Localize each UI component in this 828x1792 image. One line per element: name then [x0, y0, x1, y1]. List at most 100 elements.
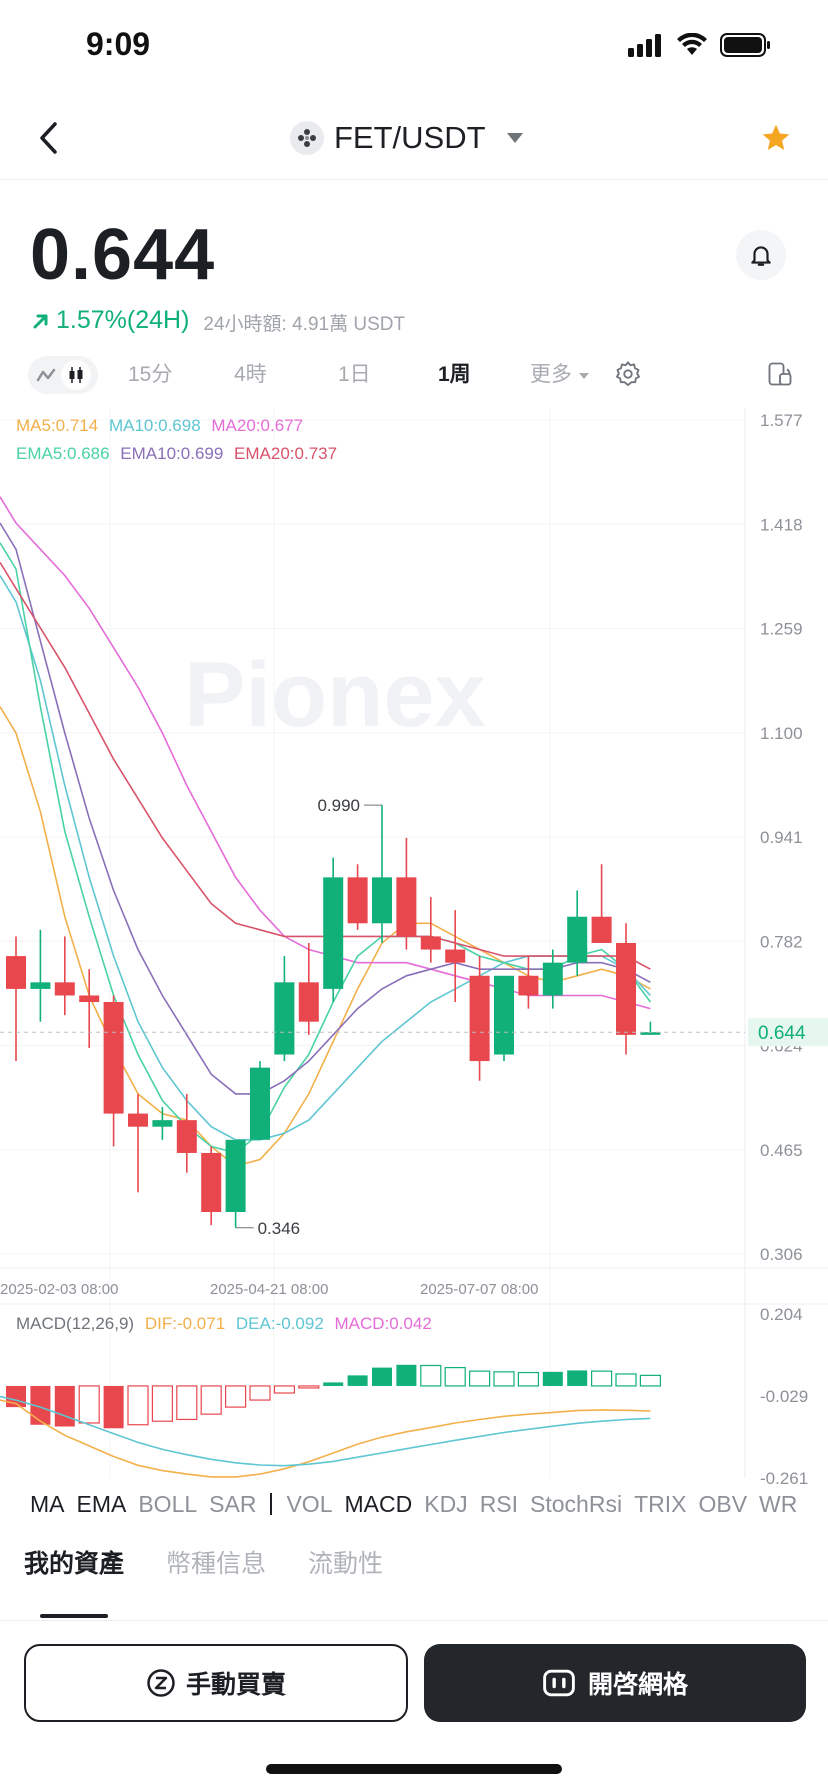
indicator-bar: MA EMA BOLL SAR VOL MACD KDJ RSI StochRs… — [0, 1484, 828, 1524]
price-chart[interactable]: Pionex 1.577 1.418 1.259 1.100 0.941 0.782 0.6… — [0, 408, 828, 1488]
x-tick-label: 2025-04-21 08:00 — [210, 1281, 328, 1298]
macd-y-tick-label: 0.204 — [760, 1305, 803, 1324]
candle-body — [347, 877, 368, 924]
price-change-row: 1.57%(24H) 24小時額: 4.91萬 USDT — [32, 306, 405, 336]
high-label: 0.990 — [317, 796, 360, 815]
candle-body — [298, 982, 319, 1022]
volume-24h: 24小時額: 4.91萬 USDT — [203, 313, 406, 335]
candle-body — [445, 949, 466, 963]
x-tick-label: 2025-07-07 08:00 — [420, 1281, 538, 1298]
indicator-macd[interactable]: MACD — [344, 1490, 413, 1517]
indicator-boll[interactable]: BOLL — [138, 1490, 198, 1517]
indicator-divider — [270, 1493, 273, 1515]
indicator-sar[interactable]: SAR — [209, 1490, 257, 1517]
tab-more[interactable]: 更多 — [530, 358, 590, 388]
interval-tabs: 15分 4時 1日 1周 更多 — [28, 352, 808, 398]
favorite-button[interactable] — [754, 116, 798, 160]
dropdown-caret-icon — [506, 133, 523, 143]
last-price: 0.644 — [30, 215, 216, 295]
arrow-up-right-icon — [33, 314, 48, 328]
series-line-ma5 — [0, 706, 651, 1167]
legend-ma10: MA10:0.698 — [108, 416, 201, 435]
asset-tabs: 我的資產 幣種信息 流動性 — [24, 1544, 384, 1618]
macd-bar — [396, 1364, 417, 1386]
tab-1d[interactable]: 1日 — [338, 363, 371, 386]
fullscreen-button[interactable] — [764, 358, 796, 390]
y-tick-label: 0.941 — [760, 828, 803, 847]
y-tick-label: 1.418 — [760, 515, 803, 534]
macd-bar — [273, 1385, 295, 1394]
chart-type-toggle[interactable] — [28, 356, 98, 394]
pair-selector[interactable]: FET/USDT — [290, 114, 526, 162]
coin-logo-icon — [290, 121, 324, 155]
candle-body — [128, 1113, 148, 1127]
manual-trade-button[interactable]: 手動買賣 — [24, 1644, 408, 1722]
tab-coin-info[interactable]: 幣種信息 — [166, 1549, 267, 1578]
rotate-screen-icon — [768, 362, 792, 386]
status-time: 9:09 — [86, 26, 151, 62]
candlestick-icon — [69, 367, 82, 383]
candle-body — [640, 1032, 661, 1035]
indicator-vol[interactable]: VOL — [286, 1490, 333, 1517]
tab-my-assets[interactable]: 我的資產 — [24, 1544, 124, 1618]
indicator-stochrsi[interactable]: StochRsi — [530, 1490, 623, 1517]
candle-body — [591, 916, 612, 943]
series-line-ema10 — [0, 522, 651, 1095]
macd-bar — [567, 1370, 588, 1386]
nav-header: FET/USDT — [0, 96, 828, 180]
macd-bar — [176, 1385, 198, 1421]
indicator-obv[interactable]: OBV — [698, 1490, 748, 1517]
y-tick-label: 1.577 — [760, 411, 803, 430]
candle-body — [420, 936, 441, 950]
caret-down-icon — [578, 373, 589, 379]
indicator-wr[interactable]: WR — [759, 1490, 798, 1517]
macd-y-tick-label: -0.029 — [760, 1387, 808, 1406]
candle-body — [250, 1067, 270, 1140]
indicator-kdj[interactable]: KDJ — [424, 1490, 468, 1517]
macd-bar — [103, 1385, 124, 1429]
legend-ema10: EMA10:0.699 — [120, 444, 224, 463]
indicator-rsi[interactable]: RSI — [479, 1490, 519, 1517]
y-tick-label: 1.100 — [760, 724, 803, 743]
watermark: Pionex — [184, 644, 486, 746]
y-tick-label: 1.259 — [760, 620, 803, 639]
tab-1w[interactable]: 1周 — [438, 363, 471, 386]
indicator-trix[interactable]: TRIX — [634, 1490, 687, 1517]
tab-15m[interactable]: 15分 — [128, 363, 173, 386]
macd-legend: MACD(12,26,9) DIF:-0.071 DEA:-0.092 MACD… — [16, 1314, 438, 1334]
last-price-tag — [748, 1018, 828, 1047]
robot-icon — [543, 1669, 575, 1697]
back-button[interactable] — [24, 114, 72, 162]
open-grid-label: 開啓網格 — [587, 1670, 688, 1699]
y-tick-label: 0.465 — [760, 1141, 803, 1160]
chart-canvas[interactable]: Pionex 1.577 1.418 1.259 1.100 0.941 0.782 0.6… — [0, 408, 828, 1488]
legend-macd-title: MACD(12,26,9) — [16, 1314, 135, 1333]
indicator-ma[interactable]: MA — [30, 1490, 65, 1517]
macd-bar — [469, 1370, 491, 1387]
line-chart-icon — [36, 368, 55, 382]
candle-body — [518, 975, 539, 996]
tab-more-label: 更多 — [530, 363, 572, 386]
signal-icon — [628, 34, 661, 57]
macd-bar — [372, 1367, 392, 1386]
tab-liquidity[interactable]: 流動性 — [308, 1549, 384, 1578]
legend-ma5: MA5:0.714 — [16, 416, 99, 435]
chart-settings-button[interactable] — [612, 358, 644, 390]
open-grid-button[interactable]: 開啓網格 — [424, 1644, 806, 1722]
candle-body — [6, 956, 26, 989]
x-tick-label: 2025-02-03 08:00 — [0, 1281, 118, 1298]
macd-bar — [347, 1375, 368, 1386]
indicator-ema[interactable]: EMA — [76, 1490, 127, 1517]
candle-body — [567, 916, 588, 963]
price-alert-button[interactable] — [736, 230, 786, 280]
price-change: 1.57%(24H) — [32, 306, 189, 335]
candle-body — [616, 942, 636, 1035]
tab-4h[interactable]: 4時 — [234, 363, 267, 386]
manual-trade-icon — [147, 1669, 175, 1697]
candle-body — [201, 1152, 222, 1213]
candle-body — [176, 1120, 197, 1153]
series-line-ma20 — [0, 496, 651, 1010]
candle-body — [30, 982, 51, 989]
macd-y-tick-label: -0.261 — [760, 1469, 808, 1488]
candle-body — [494, 975, 514, 1055]
